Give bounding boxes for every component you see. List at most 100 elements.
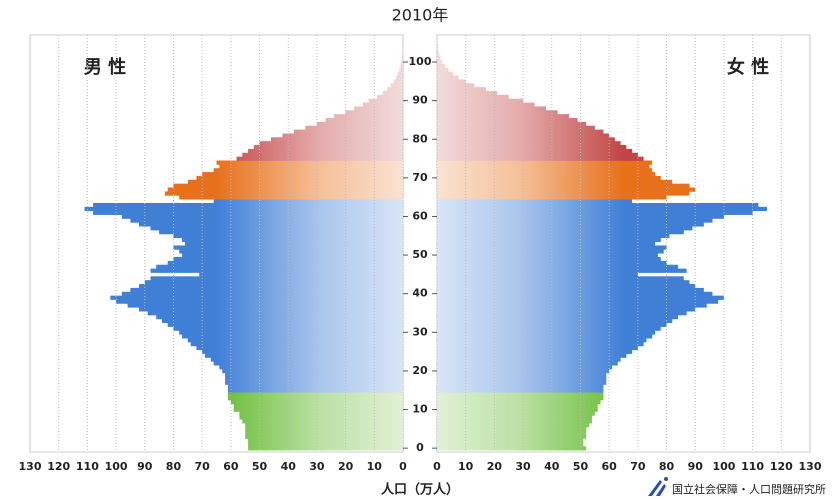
bar [437, 253, 658, 258]
series-label: 女 性 [727, 56, 769, 78]
bar [248, 438, 403, 443]
bar [219, 164, 403, 169]
bar [437, 44, 438, 49]
bar [437, 438, 584, 443]
bar [345, 110, 403, 115]
bar [399, 67, 403, 73]
bar [213, 168, 403, 173]
bar [437, 172, 656, 177]
bar [437, 94, 509, 100]
source: 国立社会保障・人口問題研究所 [672, 482, 826, 496]
bar [387, 87, 403, 92]
x-tick-label: 110 [741, 460, 764, 473]
bar [437, 392, 604, 397]
bar [437, 430, 587, 436]
bar [437, 334, 653, 339]
bar [316, 121, 403, 127]
bar [205, 353, 403, 358]
bar [437, 79, 466, 84]
y-tick-label: 100 [409, 55, 432, 68]
bar [239, 415, 403, 420]
bar [437, 145, 627, 150]
bar [139, 222, 403, 227]
x-tick-label: 70 [194, 460, 210, 473]
bar [179, 330, 403, 335]
bar [437, 415, 592, 420]
bar [437, 226, 693, 231]
bar [334, 114, 403, 119]
bar [437, 218, 713, 223]
y-tick-label: 0 [416, 441, 424, 454]
x-tick-label: 30 [515, 460, 531, 473]
bar [437, 168, 653, 173]
bar [139, 307, 403, 312]
bar [437, 307, 696, 312]
bar [437, 106, 547, 111]
bar [437, 349, 633, 354]
bar [437, 280, 690, 285]
bar [199, 272, 403, 277]
x-tick-label: 20 [338, 460, 354, 473]
bar [437, 311, 687, 316]
bar [150, 268, 403, 273]
bar [390, 83, 403, 88]
y-tick-label: 90 [412, 94, 428, 107]
bar [437, 341, 644, 347]
bar [437, 233, 670, 239]
bar [245, 423, 403, 428]
bar [437, 372, 607, 378]
bar [236, 156, 403, 161]
bar [130, 287, 403, 293]
bar [400, 63, 403, 69]
bar [437, 268, 687, 273]
bar [230, 399, 403, 405]
bar [196, 175, 403, 181]
bar [202, 172, 403, 177]
bar [437, 376, 607, 381]
bar [182, 334, 403, 339]
bar [437, 214, 724, 219]
bar [437, 83, 475, 88]
x-tick-label: 130 [799, 460, 822, 473]
bar [368, 98, 403, 103]
bar [164, 191, 403, 196]
bar [245, 434, 403, 439]
bar [437, 314, 679, 320]
bar [110, 295, 403, 300]
bar [437, 48, 439, 53]
bar [437, 191, 690, 196]
bar [437, 187, 696, 192]
bar [156, 264, 403, 269]
bar [227, 392, 403, 397]
x-tick-label: 50 [252, 460, 268, 473]
bar [213, 361, 403, 366]
bar [167, 322, 403, 327]
bar [437, 137, 615, 142]
chart-title: 2010年 [392, 6, 449, 25]
bar [173, 245, 403, 250]
bar [248, 446, 403, 451]
x-tick-label: 10 [367, 460, 383, 473]
bar [219, 365, 403, 370]
bar [393, 79, 403, 84]
x-tick-label: 40 [544, 460, 560, 473]
x-tick-label: 90 [688, 460, 704, 473]
x-tick-label: 90 [137, 460, 153, 473]
bar [225, 372, 403, 378]
bar [437, 426, 587, 432]
series-bars [437, 40, 767, 451]
x-tick-label: 10 [458, 460, 474, 473]
bar [437, 114, 569, 119]
bar [437, 63, 446, 69]
bar [159, 229, 403, 235]
bar [233, 403, 403, 408]
bar [437, 164, 650, 169]
bar [437, 129, 604, 134]
bar [84, 206, 403, 212]
y-tick-label: 50 [412, 248, 428, 261]
bar [242, 152, 403, 158]
x-tick-label: 120 [47, 460, 70, 473]
y-tick-label: 40 [412, 287, 428, 300]
bar [437, 175, 661, 181]
